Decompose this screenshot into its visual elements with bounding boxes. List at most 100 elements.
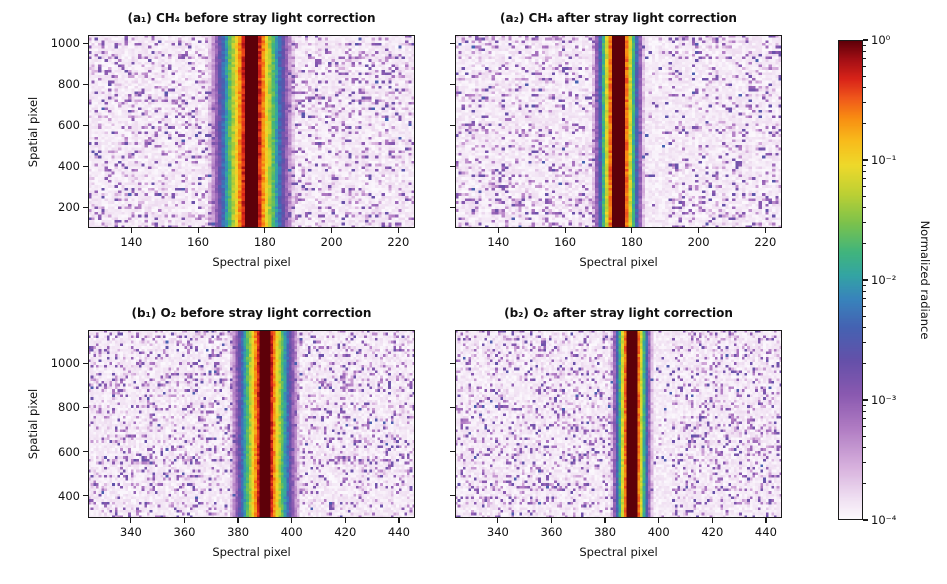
x-tick xyxy=(330,228,333,233)
panel-b2: (b₂) O₂ after stray light correction 340… xyxy=(450,306,782,559)
colorbar-minor-tick xyxy=(863,75,866,77)
colorbar-minor-tick xyxy=(863,483,866,485)
x-axis-label: Spectral pixel xyxy=(579,545,658,559)
x-tick xyxy=(397,228,399,233)
y-axis-label: Spatial pixel xyxy=(26,96,40,167)
y-tick xyxy=(83,83,88,85)
panel-a2-title: (a₂) CH₄ after stray light correction xyxy=(500,11,737,25)
colorbar-minor-tick xyxy=(863,164,866,167)
y-tick xyxy=(83,165,88,167)
y-tick-label: 400 xyxy=(58,488,80,503)
y-tick xyxy=(450,165,455,167)
y-axis-label: Spatial pixel xyxy=(26,388,40,460)
y-tick xyxy=(83,124,88,126)
heatmap-canvas-b1 xyxy=(88,330,415,518)
x-tick xyxy=(631,228,633,233)
colorbar-minor-tick xyxy=(863,411,866,413)
colorbar-minor-tick xyxy=(863,462,866,464)
heatmap-canvas-a1 xyxy=(88,35,415,228)
y-tick xyxy=(83,451,88,453)
colorbar-major-tick xyxy=(863,279,868,281)
colorbar-tick-label: 10⁻² xyxy=(871,273,897,287)
colorbar-minor-tick xyxy=(863,171,866,173)
x-tick-label: 180 xyxy=(253,235,276,249)
x-tick-label: 200 xyxy=(687,235,710,249)
colorbar-minor-tick xyxy=(863,243,866,245)
x-tick-label: 380 xyxy=(227,525,250,539)
y-tick-label: 800 xyxy=(58,400,80,415)
colorbar-minor-tick xyxy=(863,44,866,47)
colorbar-minor-tick xyxy=(863,87,866,89)
x-tick-label: 220 xyxy=(387,235,410,249)
x-tick xyxy=(497,228,499,233)
x-tick-label: 200 xyxy=(320,235,343,249)
x-axis-label: Spectral pixel xyxy=(212,545,291,559)
x-tick-label: 380 xyxy=(594,525,617,539)
colorbar-minor-tick xyxy=(863,186,866,188)
x-tick-label: 140 xyxy=(120,235,143,249)
y-tick xyxy=(450,42,455,44)
y-tick xyxy=(83,42,88,44)
y-tick-label: 1000 xyxy=(50,356,80,371)
x-tick xyxy=(130,518,132,523)
colorbar-minor-tick xyxy=(863,297,866,300)
colorbar-minor-tick xyxy=(863,66,866,68)
colorbar-minor-tick xyxy=(863,123,866,125)
x-tick xyxy=(697,228,700,233)
colorbar-minor-tick xyxy=(863,363,866,365)
x-tick-label: 400 xyxy=(647,525,670,539)
y-tick xyxy=(450,495,455,497)
colorbar-major-tick xyxy=(863,159,868,161)
panel-b2-title: (b₂) O₂ after stray light correction xyxy=(504,306,733,320)
colorbar-axis-label: Normalized radiance xyxy=(918,220,932,340)
colorbar-tick-label: 10⁻³ xyxy=(871,393,897,407)
y-tick xyxy=(83,362,88,364)
colorbar-major-tick xyxy=(863,39,868,41)
x-tick-label: 340 xyxy=(119,525,142,539)
colorbar-minor-tick xyxy=(863,57,866,60)
y-tick-label: 600 xyxy=(58,444,80,459)
colorbar-minor-tick xyxy=(863,284,866,287)
colorbar-major-tick xyxy=(863,399,868,401)
x-tick-label: 440 xyxy=(387,525,410,539)
colorbar-minor-tick xyxy=(863,102,866,104)
x-tick xyxy=(764,228,766,233)
y-tick-label: 1000 xyxy=(50,36,80,51)
colorbar-minor-tick xyxy=(863,207,866,209)
panel-a1-title: (a₁) CH₄ before stray light correction xyxy=(127,11,376,25)
y-tick xyxy=(83,406,88,408)
colorbar-minor-tick xyxy=(863,404,866,407)
colorbar-minor-tick xyxy=(863,342,866,344)
x-tick-label: 440 xyxy=(754,525,777,539)
heatmap-canvas-b2 xyxy=(455,330,782,518)
x-tick-label: 340 xyxy=(486,525,509,539)
x-tick-label: 400 xyxy=(280,525,303,539)
x-tick xyxy=(291,518,293,523)
x-tick xyxy=(497,518,499,523)
x-axis-label: Spectral pixel xyxy=(579,255,658,269)
panel-b1-title: (b₁) O₂ before stray light correction xyxy=(131,306,372,320)
x-tick-label: 140 xyxy=(487,235,510,249)
y-tick xyxy=(450,406,455,408)
colorbar-minor-tick xyxy=(863,177,866,180)
y-tick xyxy=(450,362,455,364)
colorbar-tick-label: 10⁻¹ xyxy=(871,153,897,167)
x-tick-label: 160 xyxy=(554,235,577,249)
y-tick-label: 600 xyxy=(58,118,80,133)
x-tick-label: 360 xyxy=(540,525,563,539)
x-tick xyxy=(130,228,132,233)
x-tick-label: 420 xyxy=(334,525,357,539)
colorbar-tick-label: 10⁻⁴ xyxy=(871,513,897,527)
x-tick xyxy=(564,228,566,233)
y-tick xyxy=(83,206,88,209)
x-tick xyxy=(711,518,713,523)
colorbar-major-tick xyxy=(863,519,868,521)
x-tick-label: 360 xyxy=(173,525,196,539)
colorbar-gradient xyxy=(838,40,863,520)
x-tick xyxy=(765,518,767,523)
colorbar-tick-label: 10⁰ xyxy=(871,33,891,47)
colorbar-minor-tick xyxy=(863,51,866,53)
x-tick xyxy=(197,228,199,233)
x-tick xyxy=(264,228,266,233)
